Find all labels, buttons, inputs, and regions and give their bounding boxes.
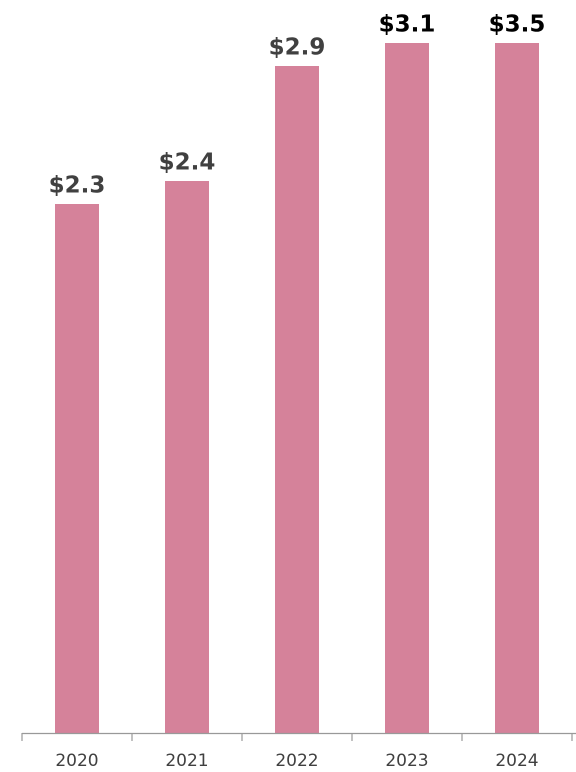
value-label: $2.4: [159, 150, 216, 176]
x-tick-label: 2021: [165, 751, 208, 771]
value-label: $3.1: [379, 12, 436, 38]
bar: [275, 66, 319, 733]
bar: [495, 43, 539, 733]
x-tick-label: 2020: [55, 751, 98, 771]
value-label: $2.3: [49, 173, 106, 199]
bar: [55, 204, 99, 733]
bars: [55, 43, 539, 733]
bar: [165, 181, 209, 733]
value-label: $2.9: [269, 35, 326, 61]
x-tick-label: 2022: [275, 751, 318, 771]
value-label: $3.5: [489, 12, 546, 38]
x-tick-label: 2024: [495, 751, 538, 771]
x-tick-label: 2023: [385, 751, 428, 771]
bar: [385, 43, 429, 733]
